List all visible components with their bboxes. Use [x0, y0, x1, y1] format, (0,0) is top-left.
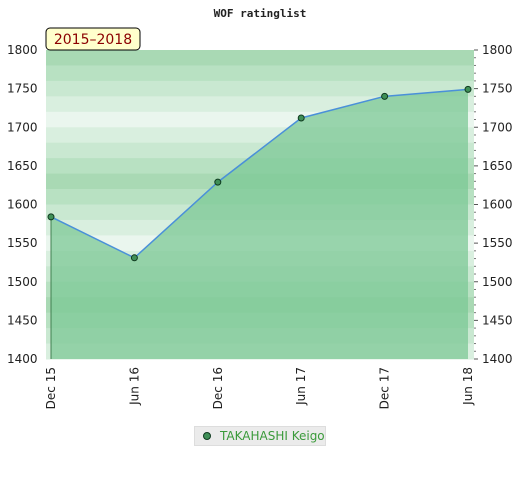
data-point: [130, 254, 138, 262]
y-tick-label-left: 1450: [7, 313, 38, 327]
x-tick-label: Dec 17: [378, 367, 392, 409]
data-point: [381, 92, 389, 100]
y-tick-label-right: 1800: [482, 43, 513, 57]
y-tick-label-right: 1750: [482, 82, 513, 96]
background-band: [46, 50, 474, 66]
rating-line: [50, 88, 469, 259]
chart-title: WOF ratinglist: [214, 7, 307, 20]
y-tick-label-right: 1500: [482, 275, 513, 289]
x-tick-label: Jun 18: [461, 367, 475, 406]
data-point: [464, 85, 472, 93]
data-point: [214, 178, 222, 186]
y-tick-label-right: 1700: [482, 120, 513, 134]
y-tick-label-left: 1700: [7, 120, 38, 134]
x-tick-label: Jun 17: [294, 367, 308, 406]
period-label: 2015–2018: [54, 32, 132, 48]
rating-area: [51, 89, 468, 360]
y-tick-label-right: 1550: [482, 236, 513, 250]
x-tick-label: Dec 15: [44, 367, 58, 409]
legend-marker-icon: [203, 432, 211, 440]
x-tick-label: Jun 16: [127, 367, 141, 406]
background-band: [46, 80, 474, 97]
y-tick-label-right: 1400: [482, 352, 513, 366]
y-tick-label-left: 1550: [7, 236, 38, 250]
data-point: [297, 114, 305, 122]
period-badge: 2015–2018: [45, 27, 141, 51]
legend: TAKAHASHI Keigo: [194, 426, 326, 446]
y-tick-label-left: 1600: [7, 198, 38, 212]
x-tick-label: Dec 16: [211, 367, 225, 409]
y-tick-label-right: 1450: [482, 313, 513, 327]
data-point: [47, 213, 55, 221]
legend-series-label: TAKAHASHI Keigo: [220, 429, 325, 443]
background-band: [46, 65, 474, 82]
y-tick-label-left: 1800: [7, 43, 38, 57]
y-tick-label-left: 1400: [7, 352, 38, 366]
y-tick-label-right: 1650: [482, 159, 513, 173]
y-tick-label-left: 1500: [7, 275, 38, 289]
y-tick-label-right: 1600: [482, 198, 513, 212]
y-tick-label-left: 1750: [7, 82, 38, 96]
y-tick-label-left: 1650: [7, 159, 38, 173]
